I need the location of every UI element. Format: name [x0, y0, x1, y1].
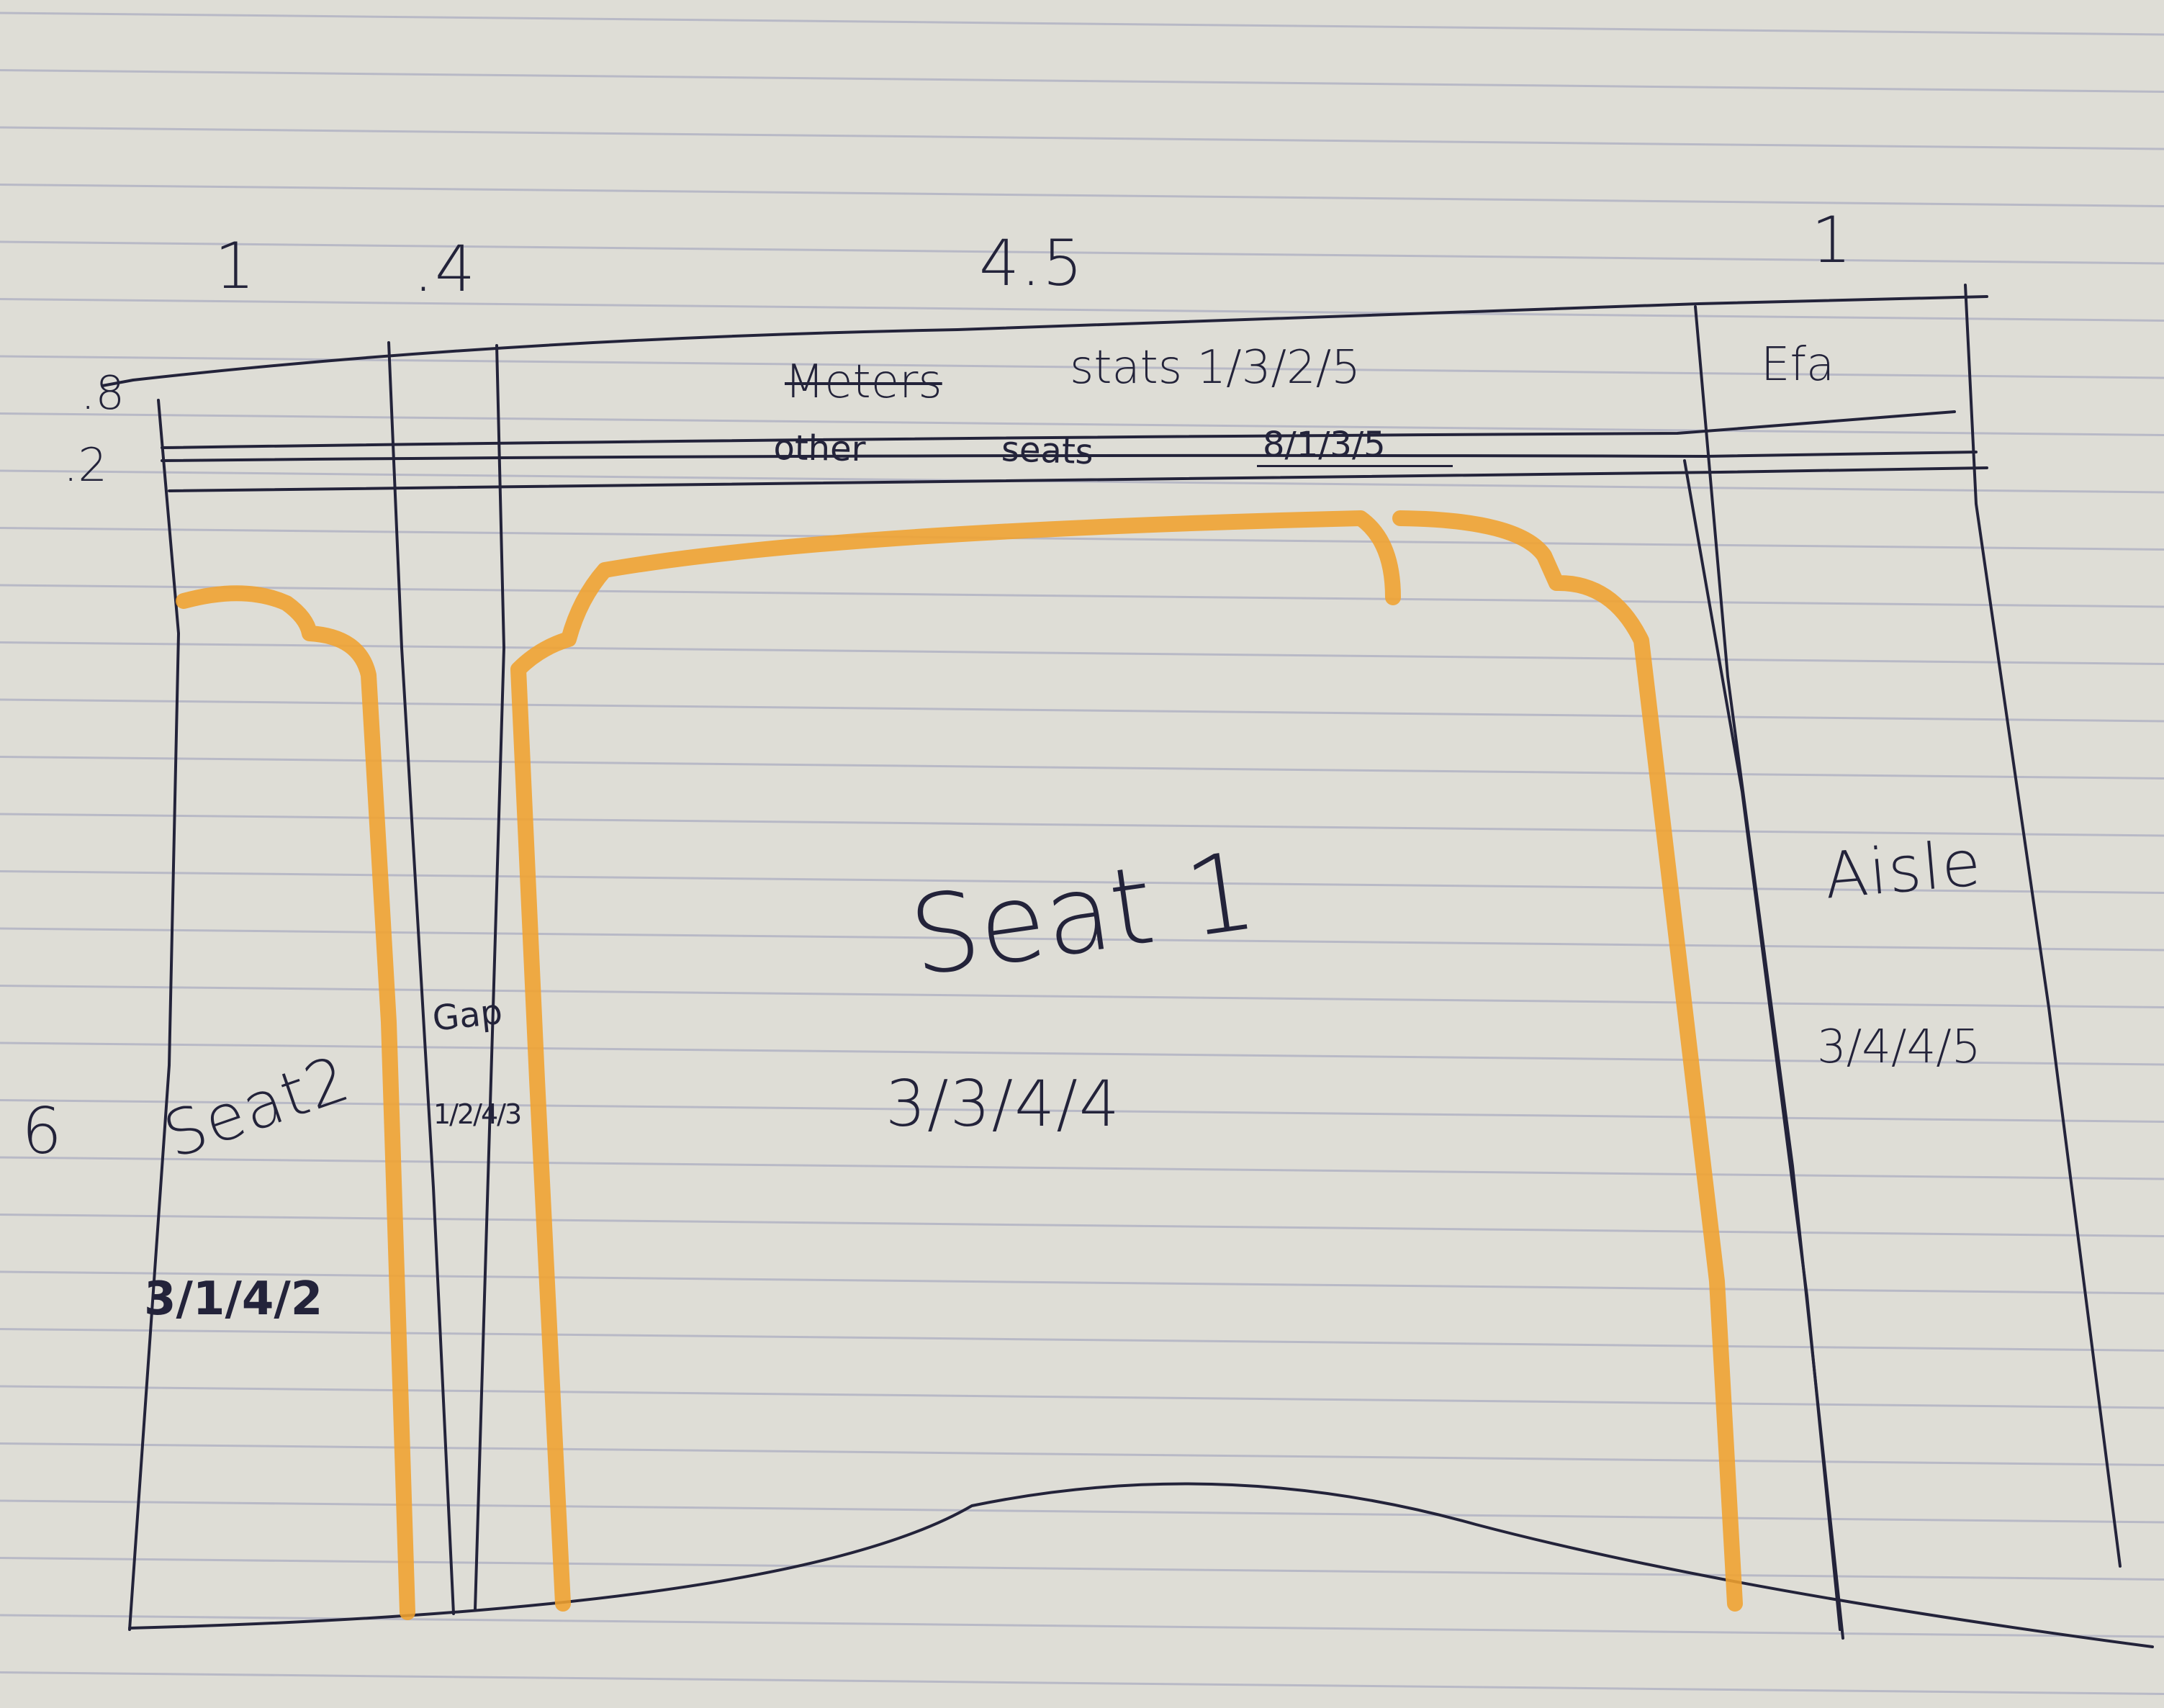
ruled-line	[0, 698, 2164, 723]
seat1-stats: 3/3/4/4	[885, 1067, 1121, 1141]
width-label-seat2: 1	[215, 229, 256, 303]
aisle-label: Aisle	[1821, 825, 1985, 913]
gap-label: Gap	[430, 991, 505, 1039]
seat2-gap-divider	[387, 341, 455, 1615]
subheader-divider-b	[168, 466, 1988, 492]
seat2-marker-outline	[176, 585, 415, 1620]
subheader-middle: seats	[1001, 429, 1094, 473]
ruled-line	[0, 184, 2164, 207]
ruled-line	[0, 527, 2164, 551]
ruled-line	[0, 469, 2164, 494]
seat1-marker-outline	[510, 510, 1743, 1612]
aisle-stats: 3/4/4/5	[1817, 1021, 1981, 1074]
ruled-line	[0, 584, 2164, 608]
ruled-line	[0, 1214, 2164, 1237]
height-label-subheader: .2	[63, 439, 108, 492]
ruled-line	[0, 1099, 2164, 1123]
seat2-stats: 3/1/4/2	[144, 1273, 323, 1326]
right-border	[1964, 284, 2122, 1568]
ruled-line	[0, 1671, 2164, 1695]
top-border	[132, 295, 1988, 381]
ruled-line	[0, 1156, 2164, 1180]
ruled-line	[0, 641, 2164, 665]
ruled-line	[0, 69, 2164, 93]
gap-seat1-divider	[474, 344, 506, 1611]
subheader-divider-a	[161, 451, 1978, 462]
ruled-line	[0, 126, 2164, 150]
ruled-line	[0, 870, 2164, 894]
header-crossed-out: Meters	[785, 356, 942, 409]
ruled-line	[0, 412, 2164, 436]
ruled-line	[0, 240, 2164, 265]
ruled-line	[0, 1442, 2164, 1466]
subheader-left: other	[773, 428, 866, 470]
ruled-line	[0, 927, 2164, 952]
ruled-line	[0, 1385, 2164, 1409]
bottom-border	[128, 1482, 2154, 1648]
ruled-line	[0, 756, 2164, 780]
ruled-line	[0, 355, 2164, 379]
ruled-line	[0, 12, 2164, 36]
header-side-label: Efa	[1761, 338, 1835, 392]
sketch-frame	[101, 284, 2154, 1648]
height-label-body: 6	[22, 1094, 63, 1168]
label-tick-top	[101, 379, 135, 387]
ruled-line	[0, 1270, 2164, 1295]
subheader-value: 8/1/3/5	[1263, 425, 1386, 465]
ruled-line	[0, 1557, 2164, 1581]
gap-stats: 1/2/4/3	[433, 1098, 522, 1130]
ruled-line	[0, 1041, 2164, 1066]
ruled-line	[0, 1499, 2164, 1524]
ruled-line	[0, 813, 2164, 837]
ruled-line	[0, 298, 2164, 322]
header-divider	[161, 410, 1956, 449]
marker-outlines	[176, 510, 1743, 1620]
header-title: stats 1/3/2/5	[1070, 341, 1361, 394]
aisle-divider-double	[1683, 459, 1841, 1631]
ruled-line	[0, 1328, 2164, 1352]
subheader-value-underline	[1257, 425, 1453, 467]
width-label-aisle: 1	[1811, 203, 1853, 277]
width-label-seat1: 4.5	[979, 226, 1084, 300]
height-label-header: .8	[81, 367, 125, 420]
ruled-line	[0, 985, 2164, 1008]
width-label-gap: .4	[413, 232, 477, 306]
left-border	[128, 399, 181, 1631]
